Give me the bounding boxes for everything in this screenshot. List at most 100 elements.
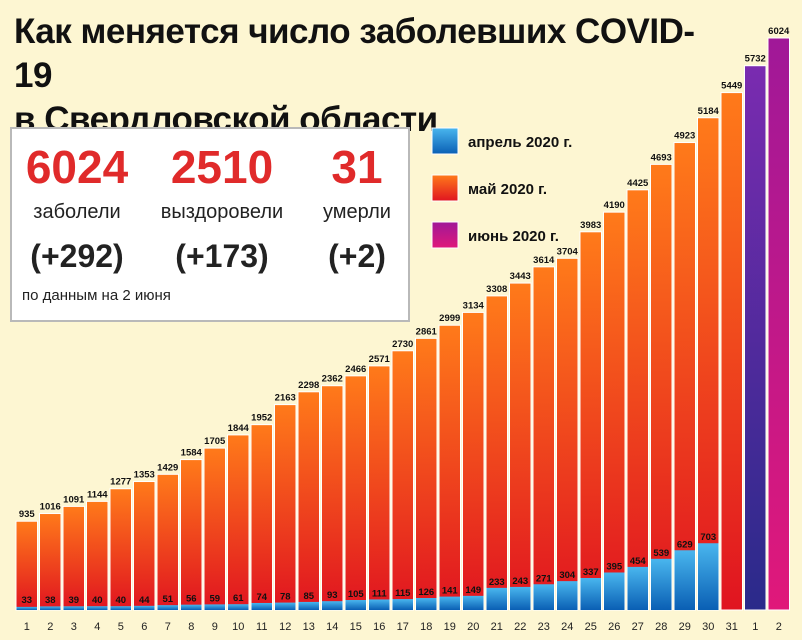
bar-value-label: 3308 [486, 284, 507, 295]
bar-value-label: 2163 [275, 393, 296, 404]
bar-value-label: 1353 [134, 470, 155, 481]
bar-april-20 [486, 587, 507, 610]
bar-may-25 [603, 211, 626, 611]
bars-group: 9353311016382109139311444041277405135344… [15, 26, 790, 633]
bar-april-24 [580, 578, 601, 610]
bar-may-11 [274, 404, 297, 611]
day-label: 24 [561, 621, 573, 633]
day-label: 14 [326, 621, 338, 633]
legend-swatch-may [431, 174, 459, 202]
stat-deaths-delta: (+2) [328, 238, 386, 274]
bar-value-label: 1091 [63, 494, 85, 505]
stat-deaths: 31 умерли (+2) [307, 141, 407, 275]
bar-april-1 [40, 606, 61, 610]
bar-may-6 [156, 473, 179, 611]
bar-may-9 [227, 434, 250, 611]
bar-value-label: 3614 [533, 255, 555, 266]
day-label: 23 [538, 621, 550, 633]
bar-april-21 [510, 586, 531, 610]
stat-deaths-label: умерли [323, 201, 391, 223]
bar-april-14 [345, 600, 366, 610]
bar-april-value-label: 126 [418, 587, 434, 598]
bar-may-17 [415, 337, 438, 611]
bar-april-value-label: 111 [372, 588, 388, 599]
stat-recovered-delta: (+173) [175, 238, 269, 274]
bar-april-18 [439, 596, 460, 610]
bar-value-label: 5184 [698, 106, 720, 117]
stat-recovered-value: 2510 [170, 141, 274, 193]
day-label: 18 [420, 621, 432, 633]
day-label: 17 [397, 621, 409, 633]
bar-may-18 [438, 324, 461, 611]
bar-april-value-label: 243 [512, 576, 528, 587]
bar-april-value-label: 51 [162, 594, 173, 605]
bar-value-label: 2571 [369, 354, 391, 365]
bar-april-value-label: 149 [465, 585, 481, 596]
bar-april-6 [157, 605, 178, 610]
day-label: 1 [24, 621, 30, 633]
bar-april-3 [87, 606, 108, 610]
legend-label-may: май 2020 г. [468, 181, 547, 198]
bar-april-27 [651, 558, 672, 610]
bar-april-29 [698, 543, 719, 610]
bar-value-label: 4425 [627, 178, 649, 189]
bar-april-value-label: 39 [68, 595, 79, 606]
bar-value-label: 3704 [557, 246, 579, 257]
bar-april-value-label: 105 [348, 589, 365, 600]
bar-may-27 [650, 163, 673, 611]
bar-april-value-label: 38 [45, 595, 56, 606]
bar-value-label: 4693 [651, 152, 672, 163]
bar-april-value-label: 233 [489, 577, 505, 588]
bar-april-0 [16, 606, 37, 610]
bar-april-value-label: 337 [583, 567, 599, 578]
stat-recovered-label: выздоровели [160, 201, 284, 223]
bar-june-31 [744, 65, 767, 611]
legend-label-june: июнь 2020 г. [468, 228, 559, 245]
day-label: 21 [491, 621, 503, 633]
bar-may-16 [391, 350, 414, 611]
bar-value-label: 1277 [110, 477, 131, 488]
bar-april-4 [110, 606, 131, 610]
day-label: 30 [702, 621, 714, 633]
day-label: 22 [514, 621, 526, 633]
stat-recovered: 2510 выздоровели (+173) [152, 141, 292, 275]
stat-cases-value: 6024 [25, 141, 129, 193]
day-label: 28 [655, 621, 667, 633]
bar-may-15 [368, 365, 391, 611]
bar-april-value-label: 56 [186, 594, 197, 605]
bar-april-19 [463, 595, 484, 610]
bar-april-value-label: 141 [442, 586, 459, 597]
bar-value-label: 3983 [580, 220, 601, 231]
stat-cases-label: заболели [33, 201, 121, 223]
bar-april-28 [674, 550, 695, 610]
bar-april-5 [134, 605, 155, 610]
day-label: 1 [752, 621, 758, 633]
bar-june-32 [767, 37, 790, 611]
day-label: 19 [444, 621, 456, 633]
bar-may-26 [626, 189, 649, 611]
bar-april-13 [322, 601, 343, 610]
bar-april-value-label: 703 [700, 532, 716, 543]
bar-april-value-label: 78 [280, 592, 291, 603]
bar-april-25 [604, 572, 625, 610]
bar-value-label: 2362 [322, 374, 343, 385]
day-label: 6 [141, 621, 147, 633]
bar-april-7 [181, 604, 202, 610]
bar-april-11 [275, 602, 296, 610]
bar-april-value-label: 115 [395, 588, 411, 599]
legend-swatch-april [431, 127, 459, 155]
bar-april-12 [298, 601, 319, 610]
bar-value-label: 1144 [87, 489, 108, 500]
bar-april-9 [228, 604, 249, 610]
day-label: 12 [279, 621, 291, 633]
bar-april-value-label: 395 [606, 561, 623, 572]
day-label: 31 [726, 621, 738, 633]
stat-cases: 6024 заболели (+292) [12, 141, 142, 275]
bar-april-26 [627, 566, 648, 610]
day-label: 16 [373, 621, 385, 633]
bar-value-label: 3443 [510, 271, 531, 282]
bar-value-label: 1844 [228, 423, 250, 434]
day-label: 8 [188, 621, 194, 633]
bar-value-label: 2730 [392, 339, 413, 350]
